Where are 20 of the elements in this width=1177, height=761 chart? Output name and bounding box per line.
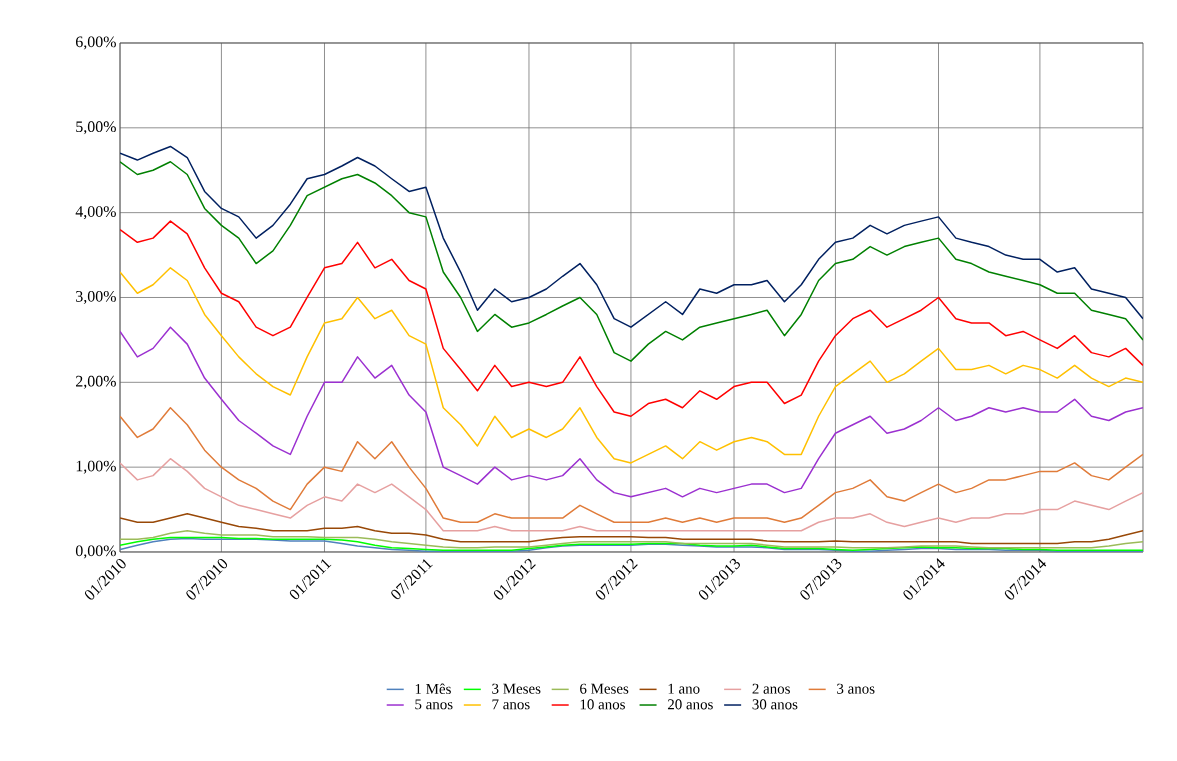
legend-label: 20 anos [667,699,713,710]
y-tick-label: 4,00% [75,206,116,220]
legend-label: 7 anos [492,699,530,710]
legend-label: 10 anos [580,699,625,710]
y-tick-label: 3,00% [76,290,116,305]
y-tick-label: 6,00% [76,36,116,50]
line-series [120,220,1143,417]
y-tick-label: 1,00% [76,460,116,474]
legend-label: 3 Meses [492,683,541,694]
y-tick-label: 5,00% [76,121,116,135]
legend-label: 5 anos [415,699,453,710]
legend-label: 30 anos [752,699,798,710]
legend-label: 6 Meses [580,683,629,694]
legend-label: 1 Mês [415,683,451,694]
legend-label: 3 anos [837,683,875,694]
line-series [120,267,1143,464]
legend-label: 2 anos [752,683,790,694]
y-tick-label: 0,00% [75,545,116,559]
y-tick-label: 2,00% [76,375,116,389]
legend-label: 1 ano [668,683,700,694]
